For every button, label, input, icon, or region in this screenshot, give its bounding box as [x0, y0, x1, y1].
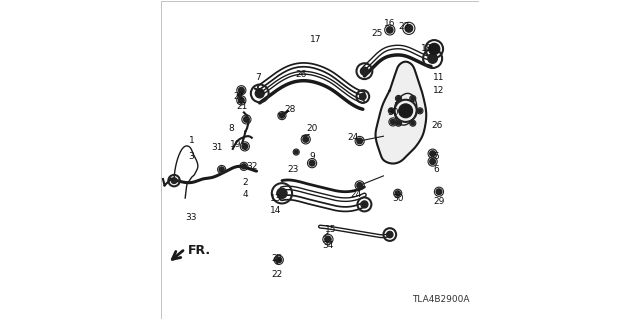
Circle shape: [387, 27, 393, 33]
Circle shape: [411, 97, 415, 100]
Circle shape: [360, 67, 369, 75]
Circle shape: [356, 182, 362, 188]
Circle shape: [400, 105, 412, 116]
Text: 34: 34: [323, 241, 333, 250]
Text: 28: 28: [284, 105, 296, 114]
Circle shape: [356, 138, 362, 144]
Circle shape: [294, 150, 298, 154]
Circle shape: [309, 160, 315, 166]
Polygon shape: [376, 62, 426, 164]
Circle shape: [390, 109, 393, 113]
Text: 2: 2: [243, 178, 248, 187]
Circle shape: [429, 151, 435, 156]
Text: 30: 30: [392, 194, 403, 203]
Text: TLA4B2900A: TLA4B2900A: [412, 295, 469, 304]
Circle shape: [242, 143, 248, 149]
Circle shape: [405, 25, 413, 32]
Text: FR.: FR.: [188, 244, 211, 257]
Text: 25: 25: [371, 28, 383, 38]
Circle shape: [429, 44, 438, 53]
Text: 17: 17: [310, 35, 321, 44]
Circle shape: [280, 113, 284, 118]
Text: 9: 9: [309, 152, 315, 161]
Circle shape: [429, 43, 440, 55]
Circle shape: [303, 137, 308, 142]
Text: 31: 31: [211, 143, 223, 152]
Text: 13: 13: [270, 194, 282, 203]
Circle shape: [387, 231, 393, 238]
Text: 19: 19: [230, 140, 242, 148]
Circle shape: [276, 257, 282, 263]
Text: 1: 1: [189, 136, 195, 146]
Text: 7: 7: [255, 73, 261, 82]
Text: 12: 12: [433, 86, 445, 95]
Circle shape: [436, 189, 442, 195]
Text: 6: 6: [433, 165, 438, 174]
Circle shape: [397, 121, 401, 125]
Text: 24: 24: [351, 190, 362, 199]
Text: 29: 29: [433, 197, 445, 206]
Circle shape: [361, 201, 368, 208]
Text: 21: 21: [234, 92, 244, 101]
Text: 27: 27: [398, 22, 410, 31]
Circle shape: [172, 178, 177, 183]
Circle shape: [239, 98, 244, 103]
Circle shape: [390, 119, 396, 124]
Text: 22: 22: [271, 270, 283, 279]
Text: 33: 33: [186, 212, 197, 222]
Circle shape: [219, 167, 224, 172]
Circle shape: [397, 97, 401, 100]
Circle shape: [411, 121, 415, 125]
Text: 5: 5: [433, 152, 438, 161]
Text: 15: 15: [325, 225, 337, 234]
Circle shape: [428, 54, 437, 63]
Text: 21: 21: [237, 101, 248, 111]
Circle shape: [395, 191, 400, 196]
Circle shape: [418, 109, 422, 113]
Circle shape: [239, 87, 244, 93]
Text: 20: 20: [307, 124, 317, 133]
Text: 14: 14: [270, 206, 281, 215]
Text: 3: 3: [189, 152, 195, 161]
Text: 24: 24: [348, 133, 359, 142]
Circle shape: [360, 93, 366, 100]
Circle shape: [324, 236, 331, 243]
Text: 26: 26: [432, 121, 443, 130]
Circle shape: [241, 164, 246, 169]
Text: 26: 26: [295, 70, 307, 79]
Text: 23: 23: [287, 165, 299, 174]
Text: 8: 8: [228, 124, 234, 133]
Text: 18: 18: [420, 44, 432, 53]
Text: 11: 11: [433, 73, 445, 82]
Text: 4: 4: [243, 190, 248, 199]
Text: 16: 16: [384, 19, 396, 28]
Circle shape: [255, 89, 264, 98]
Circle shape: [399, 104, 413, 118]
Text: 22: 22: [271, 254, 283, 263]
Circle shape: [429, 159, 435, 164]
Text: 32: 32: [246, 162, 257, 171]
Circle shape: [244, 116, 249, 122]
Text: 30: 30: [387, 108, 399, 117]
Circle shape: [277, 188, 287, 198]
